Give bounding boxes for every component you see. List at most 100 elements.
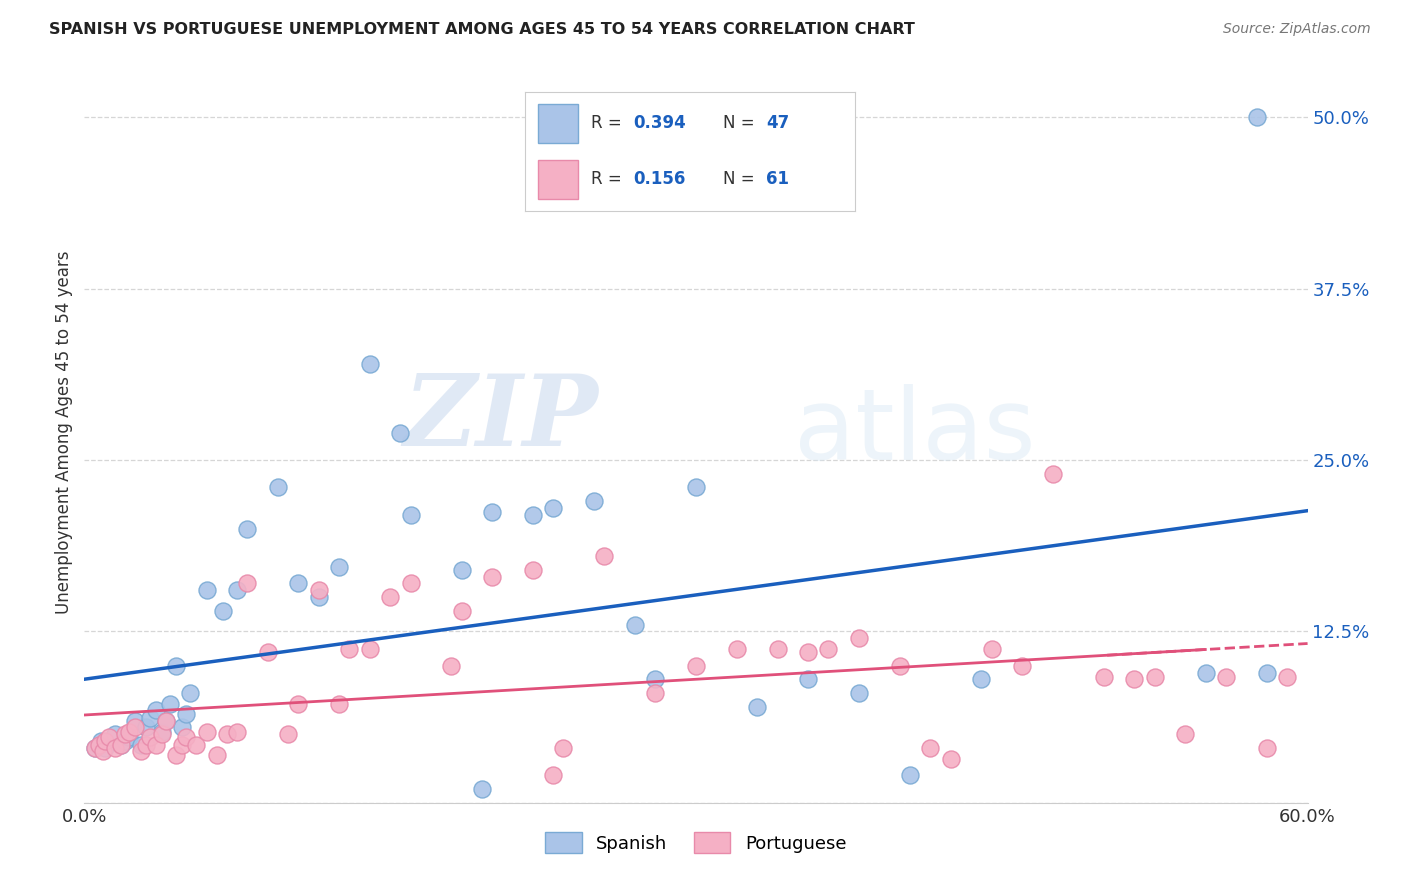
Point bbox=[135, 738, 157, 752]
Point bbox=[145, 702, 167, 716]
Point bbox=[624, 617, 647, 632]
Point bbox=[1256, 665, 1278, 680]
Point bbox=[685, 480, 707, 494]
Point bbox=[93, 741, 115, 756]
Point bbox=[308, 583, 330, 598]
Point bbox=[725, 642, 748, 657]
Point bbox=[797, 645, 820, 659]
Point bbox=[138, 711, 160, 725]
Text: SPANISH VS PORTUGUESE UNEMPLOYMENT AMONG AGES 45 TO 54 YEARS CORRELATION CHART: SPANISH VS PORTUGUESE UNEMPLOYMENT AMONG… bbox=[49, 22, 915, 37]
Point bbox=[212, 604, 235, 618]
Point bbox=[110, 738, 132, 752]
Point bbox=[817, 642, 839, 657]
Point bbox=[145, 738, 167, 752]
Point bbox=[1123, 673, 1146, 687]
Point bbox=[747, 699, 769, 714]
Point bbox=[118, 724, 141, 739]
Point bbox=[440, 658, 463, 673]
Point bbox=[165, 747, 187, 762]
Text: Source: ZipAtlas.com: Source: ZipAtlas.com bbox=[1223, 22, 1371, 37]
Point bbox=[1011, 658, 1033, 673]
Point bbox=[399, 576, 422, 591]
Point bbox=[186, 738, 208, 752]
Point bbox=[195, 583, 218, 598]
Point bbox=[91, 744, 114, 758]
Point bbox=[339, 642, 361, 657]
Y-axis label: Unemployment Among Ages 45 to 54 years: Unemployment Among Ages 45 to 54 years bbox=[55, 251, 73, 615]
Text: atlas: atlas bbox=[794, 384, 1035, 481]
Point bbox=[920, 741, 942, 756]
Point bbox=[898, 768, 921, 782]
Point bbox=[195, 724, 218, 739]
Point bbox=[644, 673, 666, 687]
Point bbox=[277, 727, 299, 741]
Point bbox=[110, 738, 132, 752]
Point bbox=[328, 697, 350, 711]
Point bbox=[1042, 467, 1064, 481]
Point bbox=[848, 632, 870, 646]
Point bbox=[471, 782, 494, 797]
Point bbox=[1174, 727, 1197, 741]
Point bbox=[522, 508, 544, 522]
Point bbox=[97, 730, 120, 744]
Point bbox=[766, 642, 789, 657]
Point bbox=[450, 563, 472, 577]
Point bbox=[980, 642, 1002, 657]
Point bbox=[138, 730, 160, 744]
Point bbox=[359, 642, 381, 657]
Point bbox=[450, 604, 472, 618]
Point bbox=[553, 741, 575, 756]
Point bbox=[287, 697, 309, 711]
Point bbox=[226, 724, 249, 739]
Point bbox=[87, 738, 110, 752]
Point bbox=[287, 576, 309, 591]
Point bbox=[83, 741, 105, 756]
Point bbox=[267, 480, 290, 494]
Point bbox=[236, 522, 259, 536]
Point bbox=[165, 658, 187, 673]
Point bbox=[104, 741, 127, 756]
Point bbox=[124, 720, 146, 734]
Point bbox=[1246, 110, 1268, 124]
Point bbox=[593, 549, 616, 563]
Point bbox=[131, 738, 153, 752]
Point bbox=[174, 730, 197, 744]
Point bbox=[685, 658, 707, 673]
Point bbox=[970, 673, 993, 687]
Point bbox=[359, 357, 381, 371]
Point bbox=[93, 734, 115, 748]
Point bbox=[939, 752, 962, 766]
Point bbox=[150, 724, 173, 739]
Point bbox=[150, 727, 173, 741]
Point bbox=[308, 590, 330, 604]
Point bbox=[118, 730, 141, 744]
Point bbox=[583, 494, 606, 508]
Point bbox=[205, 747, 228, 762]
Point bbox=[1195, 665, 1218, 680]
Point bbox=[644, 686, 666, 700]
Point bbox=[1277, 670, 1299, 684]
Point bbox=[155, 714, 177, 728]
Point bbox=[380, 590, 402, 604]
Point bbox=[159, 697, 181, 711]
Point bbox=[1092, 670, 1115, 684]
Point bbox=[114, 727, 136, 741]
Point bbox=[797, 673, 820, 687]
Point bbox=[257, 645, 280, 659]
Point bbox=[135, 720, 157, 734]
Legend: Spanish, Portuguese: Spanish, Portuguese bbox=[538, 825, 853, 861]
Point bbox=[131, 744, 153, 758]
Point bbox=[104, 727, 127, 741]
Point bbox=[124, 714, 146, 728]
Point bbox=[179, 686, 201, 700]
Point bbox=[543, 768, 565, 782]
Point bbox=[155, 714, 177, 728]
Point bbox=[172, 738, 194, 752]
Point bbox=[1143, 670, 1166, 684]
Point bbox=[217, 727, 239, 741]
Point bbox=[114, 734, 136, 748]
Point bbox=[543, 501, 565, 516]
Point bbox=[1215, 670, 1237, 684]
Point bbox=[83, 741, 105, 756]
Point bbox=[522, 563, 544, 577]
